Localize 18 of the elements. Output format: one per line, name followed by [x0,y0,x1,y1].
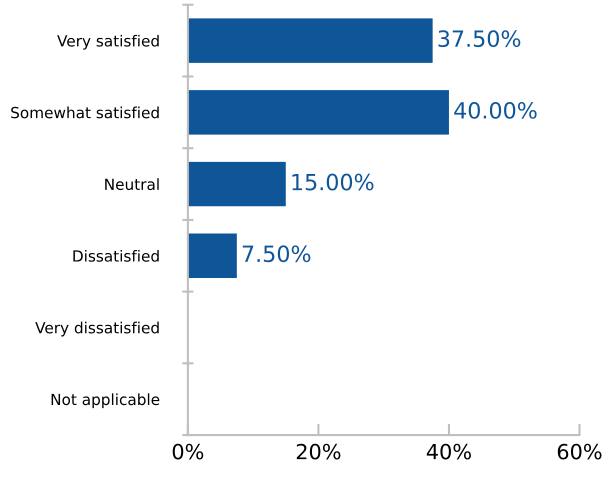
y-tick-label: Dissatisfied [73,250,159,262]
x-tick-label: 40% [426,444,471,460]
y-tick-label: Somewhat satisfied [11,106,159,118]
y-tick-label: Not applicable [52,393,160,408]
y-tick-label: Very dissatisfied [35,322,159,336]
bar [188,234,237,278]
data-label: 37.50% [438,30,520,48]
y-tick-label: Neutral [105,178,159,190]
bar [188,18,433,63]
data-label: 7.50% [242,245,310,262]
data-label: 15.00% [292,174,374,190]
y-tick-label: Very satisfied [57,34,159,50]
x-tick-label: 20% [296,444,340,460]
data-label: 40.00% [454,102,537,119]
x-tick-label: 0% [172,444,204,460]
bar [188,162,286,206]
x-tick-label: 60% [558,444,602,460]
bar [188,90,449,135]
